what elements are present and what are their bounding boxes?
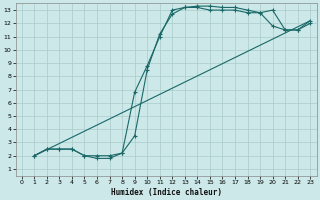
X-axis label: Humidex (Indice chaleur): Humidex (Indice chaleur) <box>110 188 221 197</box>
